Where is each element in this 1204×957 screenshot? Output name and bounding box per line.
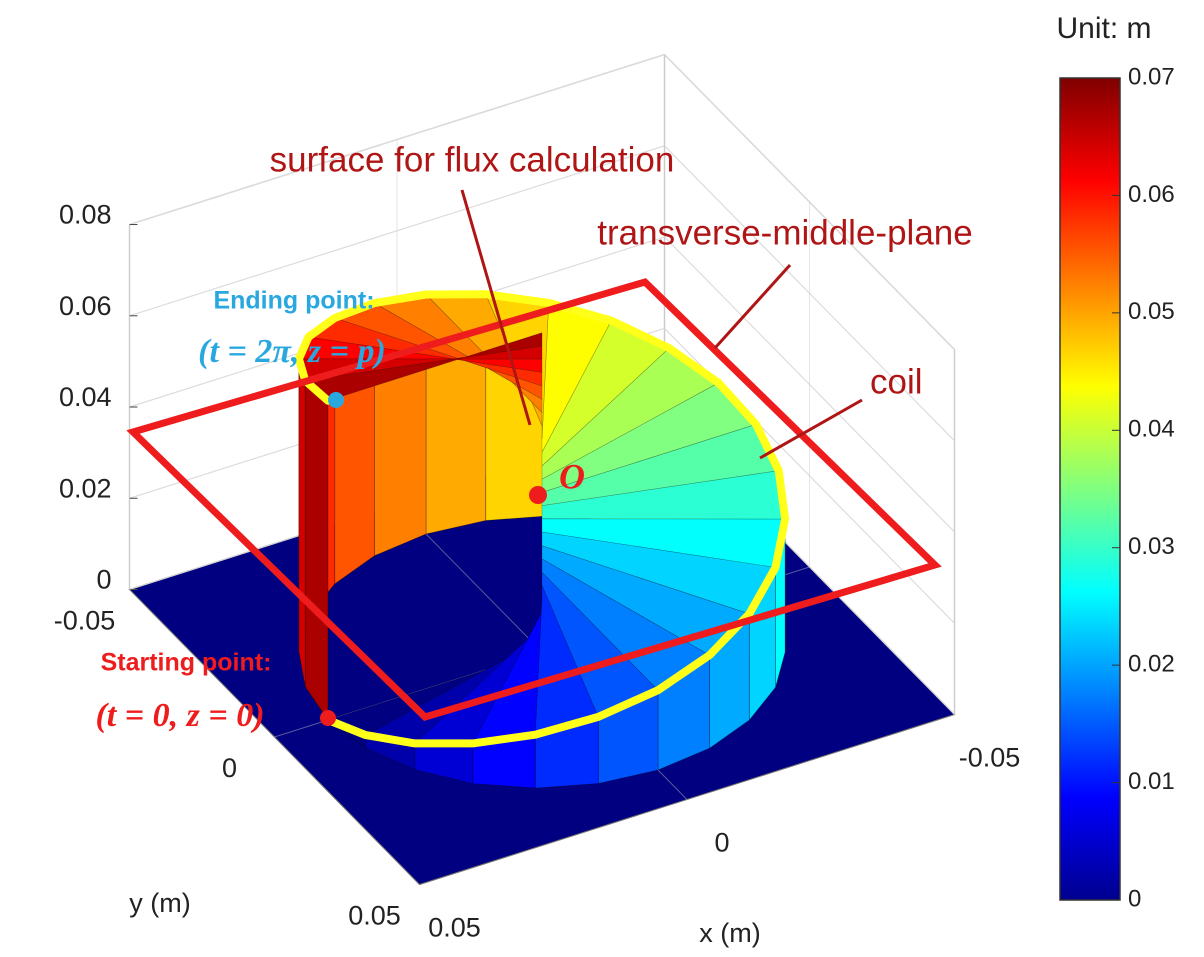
starting-title: Starting point: bbox=[101, 649, 272, 677]
x-tick-label: 0 bbox=[714, 828, 729, 858]
starting-point bbox=[320, 710, 336, 726]
colorbar-tick-label: 0.04 bbox=[1128, 416, 1175, 443]
z-tick-label: 0.02 bbox=[59, 473, 112, 503]
ending-coords: (t = 2π, z = p) bbox=[198, 333, 386, 370]
x-tick-label: 0.05 bbox=[428, 913, 481, 943]
z-tick-label: 0.04 bbox=[59, 382, 112, 412]
coil-wall bbox=[305, 381, 328, 720]
surface-label: surface for flux calculation bbox=[270, 140, 675, 179]
colorbar-tick-label: 0.07 bbox=[1128, 63, 1175, 90]
z-tick-label: 0 bbox=[96, 565, 111, 595]
colorbar-title: Unit: m bbox=[1056, 12, 1151, 45]
colorbar-tick-label: 0.01 bbox=[1128, 768, 1175, 795]
y-tick-label: 0.05 bbox=[348, 901, 401, 931]
x-axis-label: x (m) bbox=[699, 918, 760, 948]
colorbar bbox=[1060, 78, 1120, 900]
plane-label: transverse-middle-plane bbox=[597, 213, 972, 252]
coil-label: coil bbox=[870, 362, 923, 401]
y-axis-label: y (m) bbox=[129, 888, 190, 918]
origin-label: O bbox=[559, 456, 585, 496]
pointer bbox=[715, 265, 790, 348]
colorbar-tick-label: 0.03 bbox=[1128, 533, 1175, 560]
x-tick-label: -0.05 bbox=[959, 743, 1021, 773]
colorbar-tick-label: 0.05 bbox=[1128, 298, 1175, 325]
figure: surface for flux calculation transverse-… bbox=[0, 0, 1204, 957]
colorbar-tick-label: 0 bbox=[1128, 885, 1141, 912]
y-tick-label: -0.05 bbox=[54, 606, 116, 636]
colorbar-tick-label: 0.06 bbox=[1128, 181, 1175, 208]
z-tick-label: 0.08 bbox=[59, 200, 112, 230]
ending-point bbox=[328, 392, 344, 408]
starting-coords: (t = 0, z = 0) bbox=[95, 697, 264, 734]
z-tick-label: 0.06 bbox=[59, 291, 112, 321]
ending-title: Ending point: bbox=[213, 287, 374, 315]
origin-point bbox=[529, 486, 547, 504]
coil-wall bbox=[299, 359, 305, 687]
colorbar-tick-label: 0.02 bbox=[1128, 650, 1175, 677]
y-tick-label: 0 bbox=[222, 753, 237, 783]
